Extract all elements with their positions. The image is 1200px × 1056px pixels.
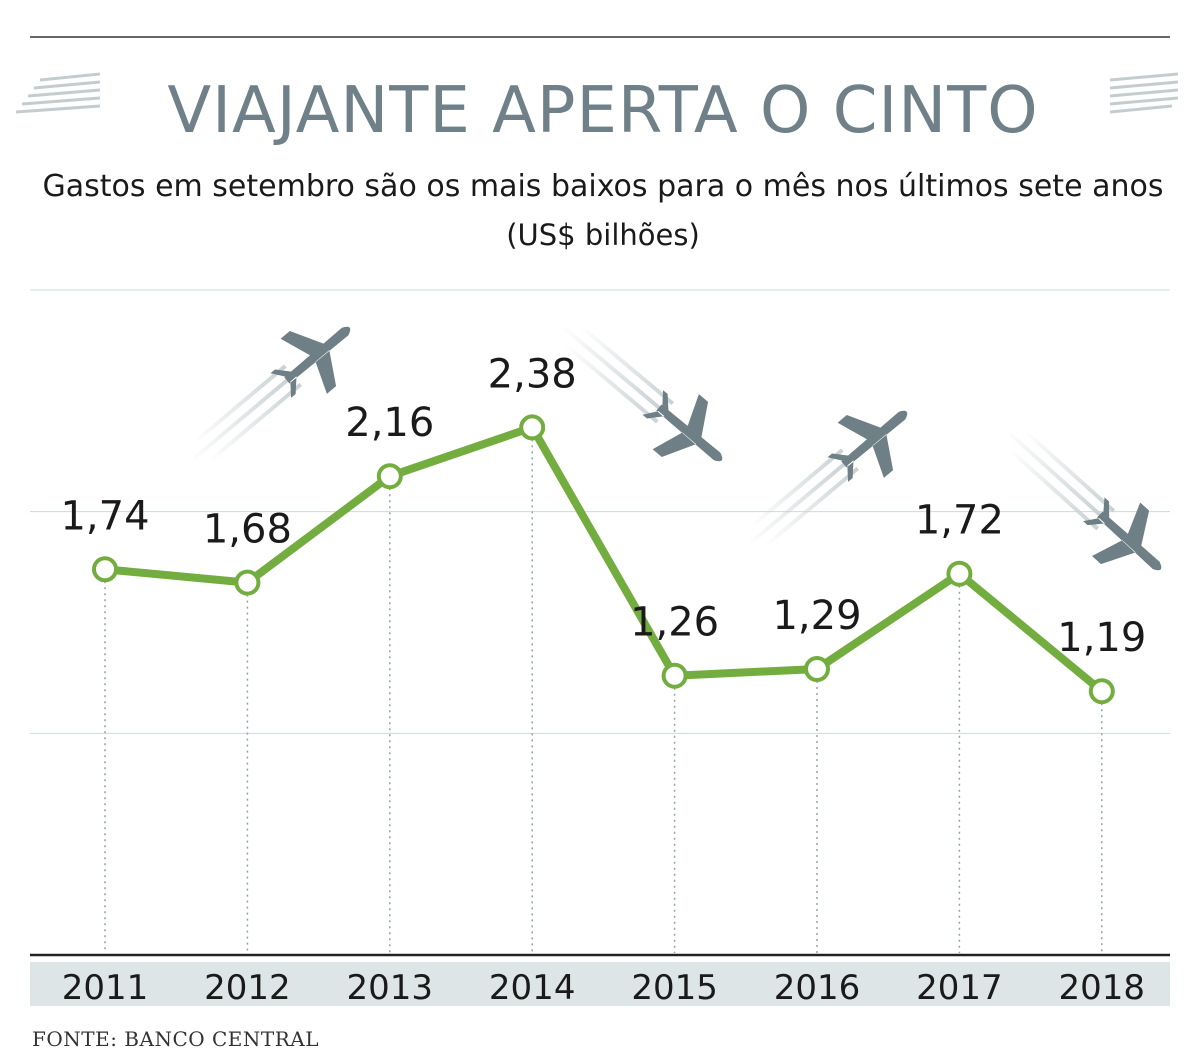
data-label: 2,38: [488, 351, 577, 397]
data-point: [946, 560, 973, 587]
data-point: [234, 569, 261, 596]
data-label: 1,19: [1057, 615, 1146, 661]
airplane-icon: [1004, 428, 1162, 571]
x-tick-label: 2015: [631, 968, 718, 1008]
x-tick-label: 2014: [489, 968, 576, 1008]
data-label: 1,29: [772, 593, 861, 639]
title-hatch-left: [15, 72, 101, 114]
data-point: [804, 656, 830, 683]
data-label: 1,74: [60, 493, 149, 539]
series-line: [101, 423, 1106, 696]
airplane-icon: [188, 326, 351, 464]
airplane-icon: [560, 324, 723, 462]
chart-unit: (US$ bilhões): [506, 218, 700, 252]
title-hatch-right: [1109, 72, 1179, 114]
data-labels: 1,74 1,68 2,16 2,38 1,26 1,29 1,72 1,19: [60, 351, 1146, 661]
x-axis-band: [30, 962, 1170, 1006]
x-tick-label: 2017: [916, 968, 1003, 1008]
x-tick-label: 2016: [774, 968, 861, 1008]
data-point: [661, 662, 688, 689]
x-tick-label: 2012: [204, 968, 291, 1008]
data-point: [1088, 678, 1115, 705]
x-tick-label: 2013: [347, 968, 434, 1008]
data-label: 1,72: [915, 498, 1004, 544]
chart-subtitle: Gastos em setembro são os mais baixos pa…: [43, 169, 1164, 204]
data-point: [376, 463, 403, 490]
gridlines: [30, 289, 1170, 734]
airplane-icon: [745, 410, 908, 548]
drop-lines: [104, 439, 1103, 953]
x-tick-label: 2011: [62, 968, 149, 1008]
x-axis-labels: 2011 2012 2013 2014 2015 2016 2017 2018: [62, 968, 1145, 1008]
data-point: [92, 556, 118, 583]
data-label: 1,26: [630, 600, 719, 646]
x-tick-label: 2018: [1059, 968, 1146, 1008]
data-label: 2,16: [345, 400, 434, 446]
source-note: FONTE: BANCO CENTRAL: [32, 1027, 319, 1051]
data-label: 1,68: [203, 507, 292, 553]
data-point: [519, 414, 546, 441]
chart-title: VIAJANTE APERTA O CINTO: [167, 74, 1038, 148]
data-points: [92, 414, 1115, 705]
